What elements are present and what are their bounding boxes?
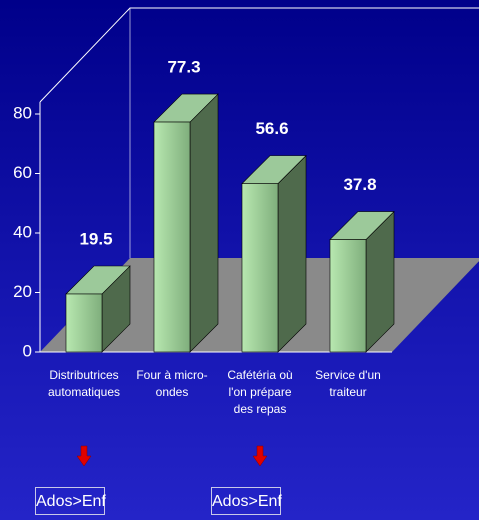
value-label: 19.5 (79, 229, 112, 248)
y-tick-label: 80 (13, 103, 32, 122)
x-tick-label: Cafétéria où l'on prépare des repas (227, 368, 293, 416)
arrow (252, 445, 268, 467)
bar-side (277, 154, 307, 353)
x-tick-label: Distributrices automatiques (47, 368, 121, 399)
annotation: Ados>Enf (35, 487, 106, 515)
bar-side (189, 93, 219, 353)
bar (329, 239, 367, 353)
arrow (76, 445, 92, 467)
y-tick-label: 20 (13, 282, 32, 301)
x-tick-label: Four à micro- ondes (136, 368, 208, 399)
y-tick-label: 0 (23, 341, 32, 360)
bar (153, 121, 191, 353)
y-tick-label: 40 (13, 222, 32, 241)
back-wall (39, 7, 479, 103)
annotation: Ados>Enf (211, 487, 282, 515)
value-label: 37.8 (343, 175, 376, 194)
y-tick-label: 60 (13, 163, 32, 182)
x-tick-label: Service d'un traiteur (315, 368, 381, 399)
value-label: 77.3 (167, 58, 200, 77)
bar (65, 293, 103, 353)
bar (241, 183, 279, 353)
value-label: 56.6 (255, 119, 288, 138)
